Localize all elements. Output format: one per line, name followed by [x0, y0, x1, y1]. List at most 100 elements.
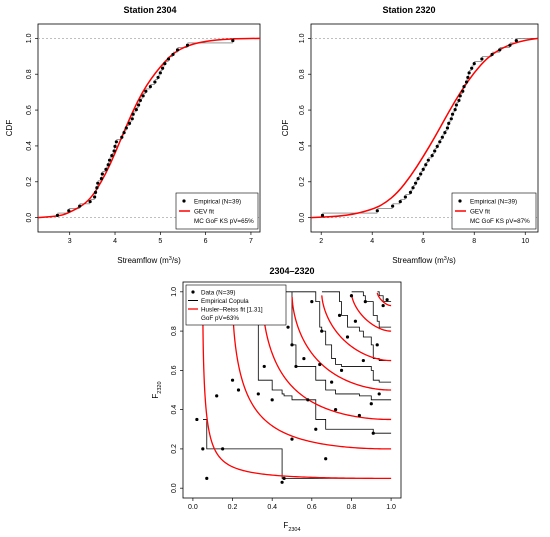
empirical-point	[472, 62, 476, 66]
empirical-point	[175, 48, 180, 52]
empirical-point	[136, 103, 141, 107]
empirical-point	[391, 204, 395, 208]
reference-lines	[311, 38, 538, 218]
data-point	[290, 437, 294, 441]
x-tick-label: 3	[68, 238, 72, 245]
data-point	[385, 298, 389, 302]
fit-contour	[261, 299, 392, 421]
empirical-point	[106, 163, 110, 167]
empirical-point	[185, 43, 190, 47]
legend-empirical: Empirical (N=39)	[194, 199, 241, 206]
x-tick-label: 0.0	[188, 504, 198, 511]
data-point	[290, 343, 294, 347]
y-tick-label: 0.4	[26, 141, 33, 151]
data-point	[310, 300, 314, 304]
legend: Data (N=39) Empirical Copula Husler–Reis…	[185, 284, 287, 326]
y-ticks: 0.0 0.2 0.4 0.6 0.8 1.0	[299, 33, 311, 223]
empirical-points	[55, 39, 235, 217]
empirical-point	[449, 117, 453, 121]
y-axis-label: F2320	[151, 381, 163, 398]
x-tick-label: 6	[204, 238, 208, 245]
empirical-point	[462, 85, 466, 89]
empirical-point	[138, 98, 142, 103]
x-axis-label: Streamflow (m3/s)	[117, 256, 181, 265]
legend-gof: MC GoF KS pV=65%	[194, 218, 254, 225]
empirical-point	[55, 213, 60, 217]
empirical-point	[99, 176, 104, 181]
empirical-point	[480, 57, 484, 61]
y-axis-label: CDF	[5, 120, 14, 137]
empirical-point	[120, 135, 124, 139]
empirical-point	[514, 39, 518, 43]
data-point	[339, 368, 344, 372]
empirical-point	[171, 52, 175, 57]
plot-frame	[37, 23, 261, 233]
empirical-point	[461, 89, 465, 93]
empirical-points	[320, 39, 518, 217]
y-tick-label: 0.2	[171, 444, 178, 454]
y-tick-label: 0.6	[299, 105, 306, 115]
empirical-point	[508, 43, 512, 47]
data-point	[314, 427, 318, 431]
x-tick-label: 0.8	[347, 504, 357, 511]
copula-step-contour	[232, 291, 392, 434]
empirical-point	[93, 195, 97, 199]
empirical-point	[122, 130, 126, 135]
empirical-point	[430, 153, 434, 158]
legend-fit: GEV fit	[470, 209, 490, 216]
empirical-point	[498, 48, 502, 52]
y-axis-label: CDF	[281, 120, 290, 137]
y-tick-label: 1.0	[26, 33, 33, 43]
empirical-point	[438, 140, 442, 144]
reference-lines	[38, 38, 260, 218]
empirical-point	[408, 190, 413, 194]
gev-fit-curve	[310, 37, 539, 219]
data-point	[262, 364, 266, 369]
empirical-point	[490, 52, 494, 57]
empirical-point	[231, 39, 235, 43]
x-tick-label: 0.6	[307, 504, 317, 511]
empirical-point	[440, 135, 444, 139]
empirical-point	[416, 176, 420, 181]
empirical-point	[457, 98, 461, 103]
empirical-point	[95, 186, 99, 190]
empirical-point	[426, 158, 430, 162]
data-point	[369, 402, 373, 406]
x-tick-label: 8	[472, 238, 476, 245]
empirical-point	[96, 181, 100, 185]
plot-frame	[310, 23, 539, 233]
empirical-point	[421, 167, 425, 171]
empirical-point	[144, 89, 148, 93]
chart-title: 2304–2320	[269, 266, 314, 276]
data-point	[306, 398, 310, 402]
data-point	[280, 480, 284, 484]
empirical-point	[453, 108, 457, 112]
empirical-point	[320, 213, 325, 217]
empirical-point	[470, 66, 474, 70]
x-tick-label: 1.0	[386, 504, 396, 511]
fit-contour	[321, 295, 392, 362]
empirical-point	[104, 167, 108, 171]
empirical-point	[100, 172, 104, 176]
x-tick-label: 6	[421, 238, 425, 245]
data-point	[318, 362, 322, 367]
fit-contour	[350, 293, 392, 332]
data-point	[324, 457, 328, 461]
empirical-point	[93, 190, 98, 194]
empirical-point	[166, 57, 171, 61]
empirical-point	[107, 158, 112, 162]
empirical-point	[153, 80, 157, 84]
y-tick-label: 0.8	[26, 69, 33, 79]
empirical-point	[443, 130, 447, 135]
copula-step-contour	[292, 291, 392, 383]
data-point	[371, 431, 375, 435]
x-tick-label: 5	[158, 238, 162, 245]
x-axis-label: F2304	[283, 521, 300, 533]
empirical-point	[127, 121, 132, 126]
empirical-point	[78, 204, 82, 208]
gev-fit-line	[37, 37, 261, 219]
empirical-point	[112, 149, 116, 153]
empirical-point	[424, 163, 428, 167]
x-axis-label: Streamflow (m3/s)	[392, 256, 456, 265]
data-point	[302, 356, 306, 361]
